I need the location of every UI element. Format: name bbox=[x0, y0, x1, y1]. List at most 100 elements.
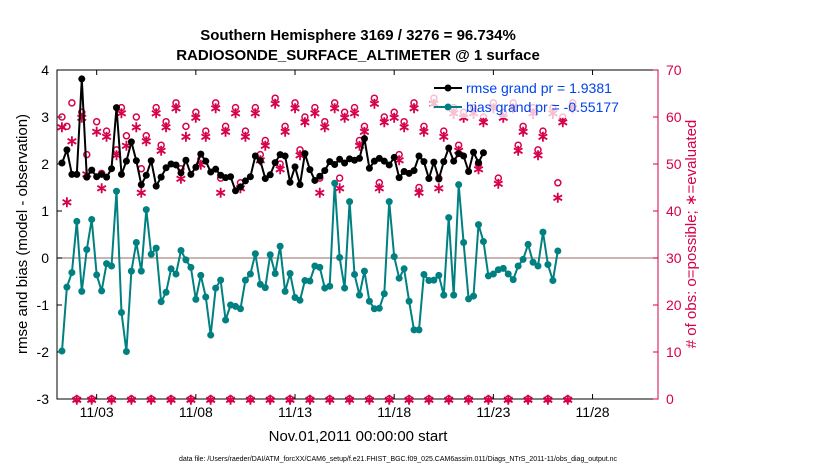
obs-evaluated-point: ∗ bbox=[492, 175, 505, 192]
obs-evaluated-point: ∗ bbox=[56, 119, 69, 136]
bias-point bbox=[341, 284, 349, 292]
y-right-tick-label: 40 bbox=[666, 203, 682, 219]
obs-possible-point bbox=[301, 113, 309, 121]
legend: rmse grand pr = 1.9381 bias grand pr = -… bbox=[430, 76, 652, 118]
x-tick-label: 11/18 bbox=[377, 404, 411, 420]
obs-possible-point bbox=[306, 395, 314, 403]
rmse-point bbox=[132, 157, 140, 165]
obs-evaluated-point: ∗ bbox=[423, 392, 436, 409]
obs-evaluated-point: ∗ bbox=[433, 180, 446, 197]
obs-evaluated-point: ∗ bbox=[100, 128, 113, 145]
bias-point bbox=[172, 270, 180, 278]
bias-point bbox=[450, 291, 458, 299]
obs-evaluated-point: ∗ bbox=[348, 105, 361, 122]
obs-evaluated-point: ∗ bbox=[343, 392, 356, 409]
rmse-point bbox=[291, 163, 299, 171]
chart-subtitle: RADIOSONDE_SURFACE_ALTIMETER @ 1 surface bbox=[176, 47, 540, 64]
x-tick-label: 11/28 bbox=[576, 404, 610, 420]
bias-point bbox=[420, 270, 428, 278]
obs-evaluated-point: ∗ bbox=[418, 124, 431, 141]
rmse-point bbox=[331, 160, 339, 168]
bias-point bbox=[524, 240, 532, 248]
obs-possible-point bbox=[514, 141, 522, 149]
obs-evaluated-point: ∗ bbox=[398, 119, 411, 136]
bias-point bbox=[499, 264, 507, 272]
obs-possible-point bbox=[162, 117, 170, 126]
bias-point bbox=[281, 287, 289, 295]
bias-point bbox=[296, 296, 304, 304]
obs-evaluated-point: ∗ bbox=[304, 392, 317, 409]
bias-point bbox=[63, 283, 71, 291]
rmse-point bbox=[465, 168, 473, 176]
bias-point bbox=[385, 198, 393, 206]
bias-point bbox=[554, 247, 562, 255]
rmse-point bbox=[192, 163, 200, 171]
obs-possible-point bbox=[231, 103, 240, 112]
rmse-point bbox=[450, 157, 458, 165]
bias-point bbox=[470, 292, 478, 300]
rmse-point bbox=[187, 170, 195, 178]
bias-point bbox=[113, 187, 121, 195]
obs-possible-point bbox=[390, 108, 398, 117]
bias-point bbox=[400, 265, 408, 273]
obs-evaluated-point: ∗ bbox=[442, 392, 455, 409]
obs-evaluated-point: ∗ bbox=[269, 95, 282, 112]
rmse-point bbox=[301, 150, 309, 158]
bias-point bbox=[306, 277, 314, 285]
rmse-point bbox=[341, 159, 349, 167]
obs-possible-point bbox=[68, 99, 76, 107]
y-right-tick-label: 50 bbox=[666, 156, 682, 172]
obs-evaluated-point: ∗ bbox=[279, 124, 292, 141]
obs-evaluated-point: ∗ bbox=[388, 110, 401, 127]
x-tick-label: 11/23 bbox=[476, 404, 510, 420]
obs-possible-point bbox=[187, 395, 195, 403]
y-left-tick-label: 3 bbox=[41, 109, 49, 125]
rmse-point bbox=[286, 178, 294, 186]
bias-point bbox=[88, 215, 96, 223]
bias-point bbox=[122, 348, 130, 356]
y-right-tick-label: 20 bbox=[666, 297, 682, 313]
obs-evaluated-point: ∗ bbox=[140, 133, 153, 150]
obs-evaluated-point: ∗ bbox=[209, 100, 222, 117]
rmse-point bbox=[360, 135, 368, 143]
rmse-point bbox=[410, 167, 418, 175]
bias-point bbox=[489, 270, 497, 278]
rmse-point bbox=[103, 173, 111, 181]
bias-point bbox=[162, 288, 170, 296]
x-tick-label: 11/13 bbox=[278, 404, 312, 420]
bias-point bbox=[222, 316, 230, 324]
obs-evaluated-point: ∗ bbox=[224, 392, 237, 409]
bias-point bbox=[336, 254, 344, 262]
bias-point bbox=[78, 287, 86, 295]
obs-possible-point bbox=[241, 127, 250, 135]
obs-possible-point bbox=[92, 117, 101, 126]
bias-point bbox=[236, 305, 244, 313]
obs-possible-point bbox=[420, 122, 428, 131]
obs-evaluated-point: ∗ bbox=[512, 142, 525, 159]
bias-point bbox=[355, 291, 363, 299]
obs-evaluated-point: ∗ bbox=[522, 392, 535, 409]
obs-evaluated-point: ∗ bbox=[299, 114, 312, 131]
rmse-point bbox=[227, 173, 235, 181]
obs-evaluated-point: ∗ bbox=[199, 128, 212, 145]
obs-possible-point bbox=[142, 132, 151, 140]
obs-possible-point bbox=[335, 174, 344, 182]
obs-evaluated-point: ∗ bbox=[323, 392, 336, 409]
rmse-point bbox=[420, 158, 428, 166]
obs-evaluated-point: ∗ bbox=[383, 392, 396, 409]
bias-point bbox=[271, 270, 279, 278]
legend-rmse-label: rmse grand pr = 1.9381 bbox=[466, 80, 612, 96]
rmse-point bbox=[232, 187, 240, 195]
obs-evaluated-point: ∗ bbox=[462, 392, 475, 409]
y-left-tick-label: -2 bbox=[37, 344, 50, 360]
rmse-point bbox=[212, 165, 220, 173]
bias-point bbox=[326, 282, 334, 290]
obs-possible-point bbox=[58, 113, 66, 121]
obs-evaluated-point: ∗ bbox=[150, 105, 163, 122]
obs-possible-point bbox=[564, 395, 572, 403]
obs-possible-point bbox=[464, 395, 473, 403]
obs-evaluated-point: ∗ bbox=[309, 105, 322, 122]
obs-evaluated-point: ∗ bbox=[135, 185, 148, 202]
